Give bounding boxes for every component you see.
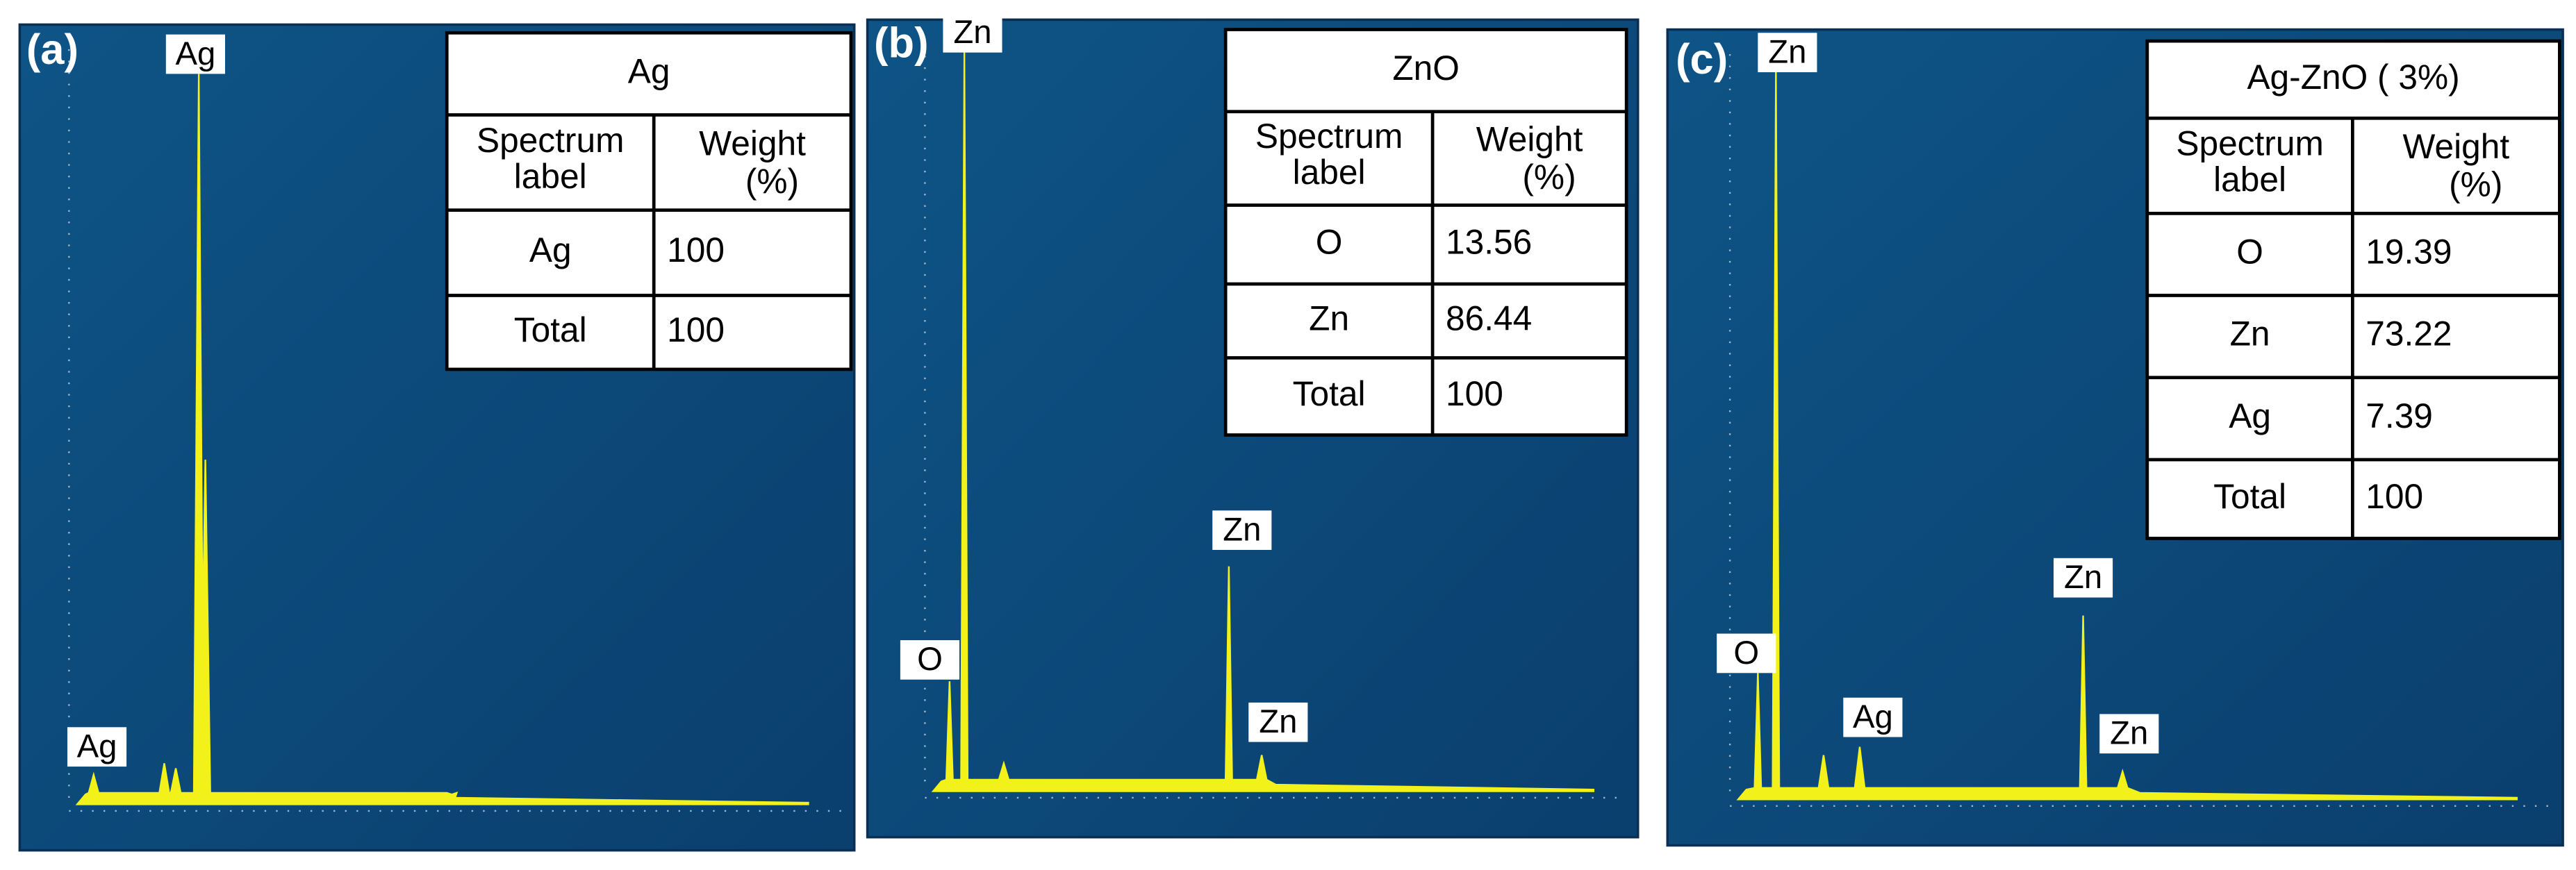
table-title: Ag-ZnO ( 3%) bbox=[2247, 58, 2459, 97]
spectrum bbox=[1736, 65, 2518, 801]
table-cell: Total bbox=[514, 310, 587, 349]
table-header: label bbox=[1293, 153, 1366, 192]
table-header: (%) bbox=[745, 162, 799, 201]
peak-label: O bbox=[1733, 635, 1759, 671]
table-header: label bbox=[2213, 160, 2286, 199]
peak-label: Ag bbox=[1853, 698, 1893, 735]
table-cell: 13.56 bbox=[1446, 222, 1532, 261]
peak-label-box bbox=[1843, 697, 1903, 737]
table-header: (%) bbox=[2449, 165, 2502, 204]
table-cell: 100 bbox=[2366, 477, 2423, 516]
table-background bbox=[445, 31, 853, 371]
table-header: Weight bbox=[699, 124, 806, 163]
table-cell: 86.44 bbox=[1446, 299, 1532, 337]
peak-label: Ag bbox=[175, 35, 215, 72]
peak-label-box bbox=[900, 640, 960, 680]
peak-label-box bbox=[943, 12, 1002, 53]
table-title: ZnO bbox=[1392, 49, 1460, 87]
peak-label: Zn bbox=[1768, 34, 1806, 71]
table-cell: 7.39 bbox=[2366, 396, 2433, 435]
table-header: Spectrum bbox=[2176, 124, 2323, 163]
table-cell: O bbox=[1316, 222, 1343, 261]
peak-label-box bbox=[165, 34, 225, 74]
peak-label: Zn bbox=[1259, 703, 1297, 740]
peak-label: Zn bbox=[2110, 715, 2148, 752]
peak-label: Zn bbox=[953, 14, 991, 51]
table-cell: Ag bbox=[2229, 396, 2271, 435]
table-cell: Zn bbox=[1309, 299, 1349, 337]
peak-label-box bbox=[2099, 714, 2159, 754]
table-header: Weight bbox=[2403, 127, 2510, 166]
peak-label-box bbox=[67, 727, 127, 767]
table-background bbox=[1223, 28, 1628, 437]
table-cell: 100 bbox=[667, 310, 725, 349]
table-cell: Total bbox=[2213, 477, 2286, 516]
peak-label: Zn bbox=[2064, 559, 2102, 596]
table-header: Spectrum bbox=[477, 121, 624, 160]
table-cell: 100 bbox=[667, 231, 725, 269]
peak-label: Ag bbox=[77, 728, 117, 765]
peak-label-box bbox=[1758, 33, 1817, 73]
peak-label-box bbox=[2053, 558, 2113, 598]
panel-label: (a) bbox=[26, 26, 79, 74]
table-cell: Total bbox=[1293, 374, 1366, 413]
table-cell: O bbox=[2236, 233, 2263, 271]
panel-label: (c) bbox=[1676, 35, 1728, 83]
table-cell: Zn bbox=[2230, 315, 2270, 353]
panel-label: (b) bbox=[874, 19, 929, 67]
table-header: Weight bbox=[1476, 120, 1583, 159]
table-header: (%) bbox=[1522, 158, 1576, 196]
table-title: Ag bbox=[628, 52, 670, 91]
peak-label-box bbox=[1717, 633, 1776, 674]
table-cell: 73.22 bbox=[2366, 315, 2452, 353]
table-header: Spectrum bbox=[1255, 117, 1403, 156]
table-cell: Ag bbox=[529, 231, 572, 269]
peak-label: O bbox=[917, 641, 943, 678]
table-cell: 19.39 bbox=[2366, 233, 2452, 271]
peak-label-box bbox=[1212, 510, 1272, 550]
spectrum bbox=[931, 49, 1595, 792]
peak-label: Zn bbox=[1223, 511, 1261, 548]
spectrum bbox=[75, 74, 809, 805]
peak-label-box bbox=[1248, 702, 1308, 742]
table-header: label bbox=[514, 157, 587, 196]
table-cell: 100 bbox=[1446, 374, 1503, 413]
